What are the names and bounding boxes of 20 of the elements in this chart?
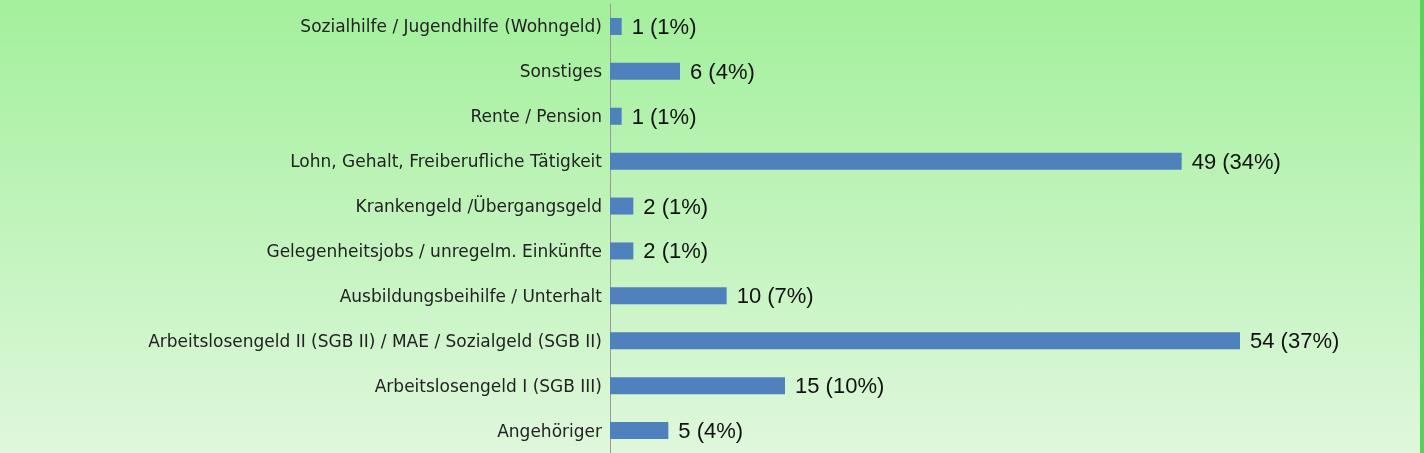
- data-label: 2 (1%): [643, 193, 709, 219]
- y-tick-label: Sonstiges: [519, 61, 603, 82]
- y-tick-label: Rente / Pension: [470, 106, 602, 127]
- data-label: 2 (1%): [643, 238, 709, 264]
- data-label: 54 (37%): [1250, 328, 1340, 354]
- data-label: 10 (7%): [736, 283, 814, 309]
- data-label: 1 (1%): [631, 103, 697, 129]
- y-tick-label: Sozialhilfe / Jugendhilfe (Wohngeld): [300, 16, 602, 37]
- y-tick-label: Arbeitslosengeld I (SGB III): [374, 375, 602, 396]
- data-label: 49 (34%): [1191, 148, 1281, 174]
- data-label: 6 (4%): [690, 58, 755, 84]
- y-tick-label: Arbeitslosengeld II (SGB II) / MAE / Sozialgeld (SGB II): [148, 330, 602, 351]
- y-tick-label: Angehöriger: [497, 420, 603, 441]
- data-label: 1 (1%): [631, 13, 697, 39]
- y-tick-label: Krankengeld /Übergangsgeld: [355, 195, 602, 217]
- data-label: 5 (4%): [678, 418, 744, 444]
- y-tick-label: Ausbildungsbeihilfe / Unterhalt: [339, 285, 603, 306]
- y-tick-label: Gelegenheitsjobs / unregelm. Einkünfte: [266, 240, 602, 261]
- data-label: 15 (10%): [795, 373, 885, 399]
- y-tick-label: Lohn, Gehalt, Freiberufliche Tätigkeit: [290, 151, 603, 172]
